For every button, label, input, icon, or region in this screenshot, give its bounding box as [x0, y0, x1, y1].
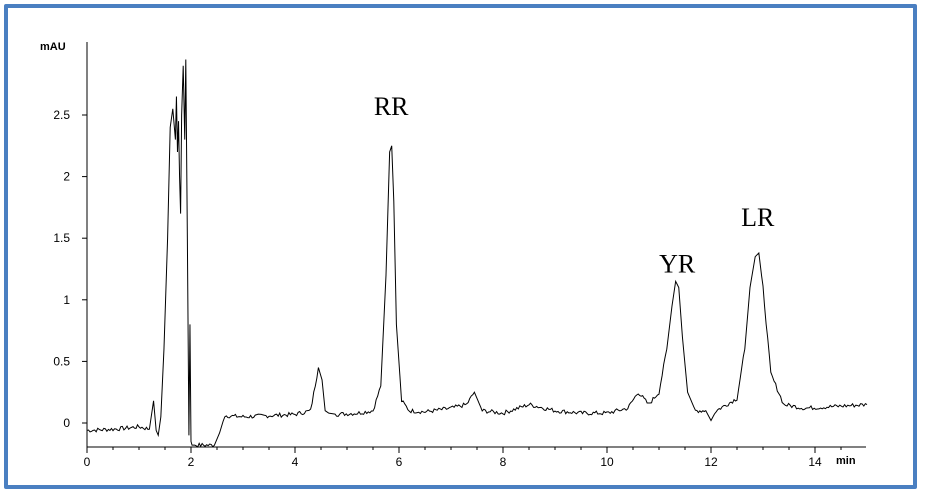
chromatogram-trace	[86, 59, 868, 448]
y-tick-label: 2.5	[53, 108, 70, 122]
ticks: 0 0.5 1 1.5 2 2.5 0 2 4 6 8 10 12 14	[53, 108, 842, 469]
x-tick-label: 8	[500, 455, 507, 469]
peak-annotations: RR YR LR	[374, 92, 775, 279]
axes	[86, 42, 866, 448]
peak-label-yr: YR	[659, 250, 696, 279]
x-tick-label: 2	[188, 455, 195, 469]
y-tick-label: 1	[63, 293, 70, 307]
x-tick-label: 14	[808, 455, 822, 469]
y-tick-label: 0.5	[53, 354, 70, 368]
y-tick-label: 1.5	[53, 231, 70, 245]
y-axis-unit-label: mAU	[40, 41, 66, 53]
peak-label-rr: RR	[374, 92, 409, 121]
x-tick-label: 10	[600, 455, 614, 469]
x-tick-label: 6	[396, 455, 403, 469]
x-tick-label: 0	[84, 455, 91, 469]
x-tick-label: 4	[292, 455, 299, 469]
x-tick-label: 12	[704, 455, 718, 469]
y-tick-label: 0	[63, 416, 70, 430]
chart-frame	[4, 4, 917, 489]
y-tick-label: 2	[63, 170, 70, 184]
x-axis-unit-label: min	[836, 455, 856, 467]
peak-label-lr: LR	[741, 203, 775, 232]
